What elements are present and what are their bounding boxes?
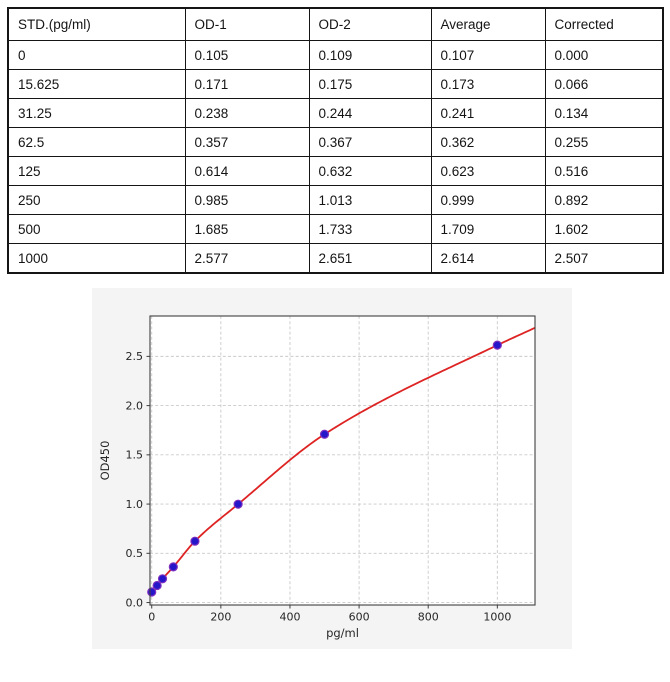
table-cell-od1: 0.238 [184,98,310,128]
data-point [152,580,162,591]
table-cell-average: 0.107 [430,40,546,70]
table-cell-std: 0 [7,40,186,70]
column-header-od1: OD-1 [184,7,310,41]
table-cell-od2: 2.651 [308,243,432,274]
x-tick-label: 1000 [483,611,511,624]
standard-curve-chart: 0 200 400 600 800 1000 0.0 0.5 1.0 1.5 2.0 2.5 pg/ml… [98,315,536,640]
table-cell-od1: 0.614 [184,156,310,186]
table-cell-std: 15.625 [7,69,186,99]
table-cell-od2: 0.244 [308,98,432,128]
x-tick-label: 600 [349,611,370,624]
table-cell-corrected: 1.602 [544,214,664,244]
y-tick-label: 1.0 [126,498,144,511]
data-point [168,562,178,572]
table-cell-average: 0.999 [430,185,546,215]
data-point [319,429,330,439]
table-cell-od1: 0.171 [184,69,310,99]
table-cell-od1: 0.985 [184,185,310,215]
table-cell-od1: 0.105 [184,40,310,70]
table-row: 125 0.614 0.632 0.623 0.516 [7,156,664,186]
data-point [233,499,243,509]
table-cell-od2: 0.109 [308,40,432,70]
table-cell-corrected: 0.255 [544,127,664,157]
table-cell-std: 1000 [7,243,186,274]
table-cell-std: 125 [7,156,186,186]
x-tick-label: 200 [210,611,231,624]
table-cell-corrected: 0.066 [544,69,664,99]
table-cell-od2: 0.632 [308,156,432,186]
table-cell-od1: 0.357 [184,127,310,157]
table-body: 0 0.105 0.109 0.107 0.000 15.625 0.171 0.175 0.1… [7,40,664,274]
y-tick-label: 0.0 [126,596,144,609]
y-tick-label: 0.5 [126,547,144,560]
table-cell-std: 31.25 [7,98,186,128]
table-cell-corrected: 2.507 [544,243,664,274]
table-cell-corrected: 0.516 [544,156,664,186]
y-tick-label: 1.5 [126,449,144,462]
column-header-average: Average [430,7,546,41]
standard-curve-figure: 0 200 400 600 800 1000 0.0 0.5 1.0 1.5 2.0 2.5 pg/ml… [92,288,572,649]
table-row: 31.25 0.238 0.244 0.241 0.134 [7,98,664,128]
x-tick-label: 800 [418,611,439,624]
x-axis-label: pg/ml [326,626,359,640]
table-cell-od2: 1.013 [308,185,432,215]
fit-curve [151,327,535,593]
table-cell-average: 0.241 [430,98,546,128]
table-cell-std: 500 [7,214,186,244]
data-point [492,340,502,350]
table-cell-od2: 1.733 [308,214,432,244]
plot-area [150,316,535,605]
column-header-od2: OD-2 [308,7,432,41]
x-tick-label: 0 [148,611,155,624]
table-cell-corrected: 0.134 [544,98,664,128]
table-row: 15.625 0.171 0.175 0.173 0.066 [7,69,664,99]
table-cell-std: 62.5 [7,127,186,157]
table-cell-average: 1.709 [430,214,546,244]
table-cell-average: 0.173 [430,69,546,99]
table-cell-od1: 2.577 [184,243,310,274]
y-tick-label: 2.0 [126,399,144,412]
plot-border [149,315,536,606]
table-row: 500 1.685 1.733 1.709 1.602 [7,214,664,244]
table-row: 250 0.985 1.013 0.999 0.892 [7,185,664,215]
table-cell-od2: 0.175 [308,69,432,99]
table-row: 0 0.105 0.109 0.107 0.000 [7,40,664,70]
y-axis-label: OD450 [98,441,112,481]
table-header-row: STD.(pg/ml) OD-1 OD-2 Average Corrected [7,7,664,41]
table-cell-od1: 1.685 [184,214,310,244]
table-cell-average: 0.362 [430,127,546,157]
table-cell-average: 0.623 [430,156,546,186]
table-cell-average: 2.614 [430,243,546,274]
data-point [190,536,200,546]
data-point [157,574,168,584]
table-cell-corrected: 0.892 [544,185,664,215]
table-cell-corrected: 0.000 [544,40,664,70]
column-header-std: STD.(pg/ml) [7,7,186,41]
table-row: 1000 2.577 2.651 2.614 2.507 [7,243,664,274]
table-cell-std: 250 [7,185,186,215]
column-header-corrected: Corrected [544,7,664,41]
table-cell-od2: 0.367 [308,127,432,157]
standards-table: STD.(pg/ml) OD-1 OD-2 Average Corrected 0 0.1… [7,7,664,274]
y-tick-label: 2.5 [126,350,144,363]
table-row: 62.5 0.357 0.367 0.362 0.255 [7,127,664,157]
x-tick-label: 400 [279,611,300,624]
